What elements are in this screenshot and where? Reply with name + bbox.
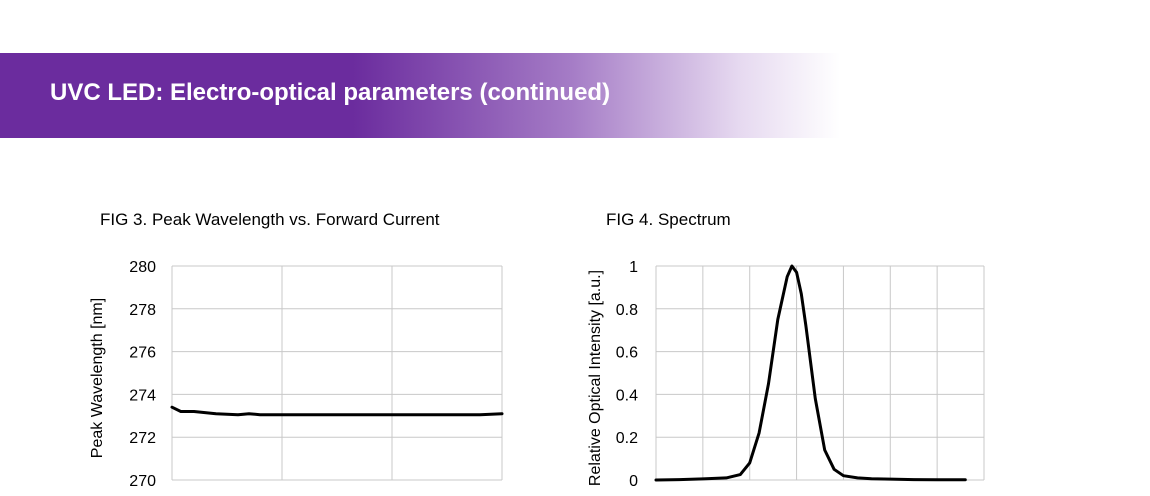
y-tick-label: 270 bbox=[129, 473, 156, 490]
y-axis-label: Peak Wavelength [nm] bbox=[89, 298, 106, 458]
fig3-chart: 280 278 276 274 272 270 Peak Wavelength [nm] bbox=[89, 259, 504, 490]
y-tick-label: 0.8 bbox=[616, 302, 638, 319]
fig4-title: FIG 4. Spectrum bbox=[606, 210, 731, 229]
title-banner: UVC LED: Electro-optical parameters (con… bbox=[0, 53, 840, 138]
y-tick-label: 0.6 bbox=[616, 345, 638, 362]
y-tick-label: 280 bbox=[129, 259, 156, 276]
y-tick-label: 1 bbox=[629, 259, 638, 276]
y-tick-label: 276 bbox=[129, 345, 156, 362]
y-tick-label: 274 bbox=[129, 387, 156, 404]
fig4-chart: 1 0.8 0.6 0.4 0.2 0 Relative Optical Intensity… bbox=[587, 259, 985, 490]
slide-title: UVC LED: Electro-optical parameters (con… bbox=[50, 79, 611, 106]
series-line bbox=[170, 405, 504, 417]
series-line bbox=[654, 264, 967, 482]
y-tick-label: 272 bbox=[129, 430, 156, 447]
y-tick-label: 0 bbox=[629, 473, 638, 490]
fig3-title: FIG 3. Peak Wavelength vs. Forward Curre… bbox=[100, 210, 440, 229]
y-tick-label: 278 bbox=[129, 302, 156, 319]
y-tick-label: 0.2 bbox=[616, 430, 638, 447]
y-axis-label: Relative Optical Intensity [a.u.] bbox=[587, 270, 604, 486]
y-tick-label: 0.4 bbox=[616, 387, 638, 404]
